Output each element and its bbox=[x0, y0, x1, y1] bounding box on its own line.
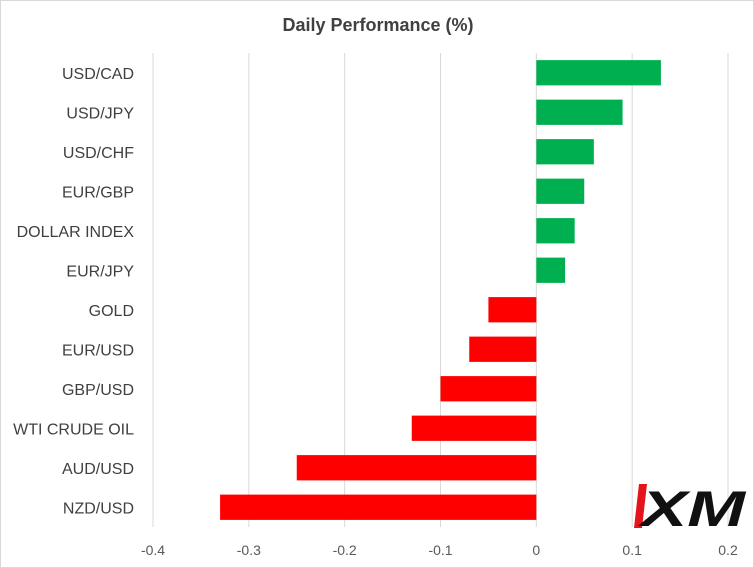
bar-eur-gbp bbox=[536, 178, 585, 204]
category-label-usd-chf: USD/CHF bbox=[63, 145, 134, 162]
bar-nzd-usd bbox=[220, 494, 537, 520]
category-label-dollar-index: DOLLAR INDEX bbox=[17, 224, 135, 241]
bar-eur-jpy bbox=[536, 257, 566, 283]
category-label-usd-jpy: USD/JPY bbox=[66, 105, 134, 122]
bar-gold bbox=[488, 297, 537, 323]
x-tick-label: 0.2 bbox=[718, 542, 738, 558]
category-label-usd-cad: USD/CAD bbox=[62, 66, 134, 83]
x-tick-label: -0.3 bbox=[237, 542, 261, 558]
grid-layer bbox=[152, 53, 729, 527]
category-label-gbp-usd: GBP/USD bbox=[62, 382, 134, 399]
bar-usd-cad bbox=[536, 60, 661, 86]
category-labels: USD/CAD USD/JPY USD/CHF EUR/GBP DOLLAR INDEX… bbox=[13, 66, 134, 518]
category-label-gold: GOLD bbox=[89, 303, 134, 320]
bar-aud-usd bbox=[296, 455, 537, 481]
x-tick-label: 0.1 bbox=[622, 542, 642, 558]
chart-title: Daily Performance (%) bbox=[282, 15, 473, 35]
x-tick-label: 0 bbox=[532, 542, 540, 558]
bar-dollar-index bbox=[536, 218, 575, 244]
category-label-wti-crude-oil: WTI CRUDE OIL bbox=[13, 421, 134, 438]
bar-gbp-usd bbox=[440, 376, 537, 402]
category-label-nzd-usd: NZD/USD bbox=[63, 500, 134, 517]
bar-eur-usd bbox=[469, 336, 537, 362]
x-tick-label: -0.4 bbox=[141, 542, 165, 558]
bars-layer bbox=[220, 60, 661, 520]
bar-wti-crude-oil bbox=[411, 415, 537, 441]
bar-usd-jpy bbox=[536, 99, 623, 125]
category-label-eur-usd: EUR/USD bbox=[62, 342, 134, 359]
category-label-eur-jpy: EUR/JPY bbox=[66, 263, 134, 280]
x-tick-labels: -0.4 -0.3 -0.2 -0.1 0 0.1 0.2 bbox=[141, 542, 738, 558]
xm-logo-accent bbox=[634, 484, 647, 528]
category-label-aud-usd: AUD/USD bbox=[62, 461, 134, 478]
x-tick-label: -0.1 bbox=[428, 542, 452, 558]
bar-usd-chf bbox=[536, 139, 594, 165]
category-label-eur-gbp: EUR/GBP bbox=[62, 184, 134, 201]
xm-logo: XM bbox=[634, 481, 747, 537]
x-tick-label: -0.2 bbox=[333, 542, 357, 558]
xm-logo-text: XM bbox=[637, 481, 747, 537]
